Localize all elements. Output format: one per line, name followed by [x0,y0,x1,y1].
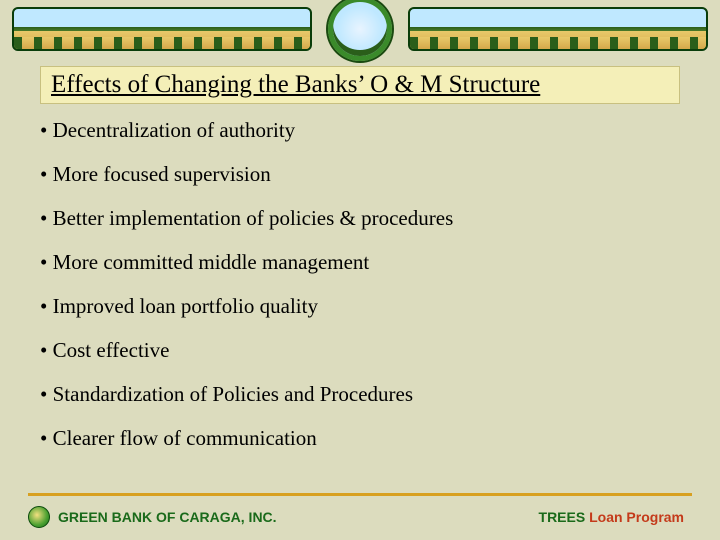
bullet-item: • Better implementation of policies & pr… [40,206,680,231]
banner-panel-right [408,7,708,51]
bullet-text: Decentralization of authority [53,118,296,142]
bullet-text: Better implementation of policies & proc… [53,206,454,230]
bullet-text: More focused supervision [53,162,271,186]
bullet-text: Clearer flow of communication [53,426,317,450]
footer-org-name: GREEN BANK OF CARAGA, INC. [58,509,277,525]
footer-program-trees: TREES [539,509,586,525]
footer: GREEN BANK OF CARAGA, INC. TREES Loan Pr… [0,506,720,528]
header-banner [0,0,720,58]
bullet-item: • More committed middle management [40,250,680,275]
bullet-item: • Decentralization of authority [40,118,680,143]
bullet-item: • Improved loan portfolio quality [40,294,680,319]
bullet-item: • Clearer flow of communication [40,426,680,451]
bullet-item: • Standardization of Policies and Proced… [40,382,680,407]
bullet-list: • Decentralization of authority • More f… [40,118,680,451]
footer-right: TREES Loan Program [539,509,684,525]
footer-divider [28,493,692,496]
bullet-text: Cost effective [53,338,170,362]
slide-title: Effects of Changing the Banks’ O & M Str… [40,66,680,104]
bank-logo-icon [28,506,50,528]
footer-program-rest: Loan Program [585,509,684,525]
bullet-text: Standardization of Policies and Procedur… [53,382,413,406]
bullet-item: • More focused supervision [40,162,680,187]
bullet-item: • Cost effective [40,338,680,363]
bullet-text: More committed middle management [53,250,370,274]
bullet-text: Improved loan portfolio quality [53,294,318,318]
center-emblem [325,0,395,64]
globe-icon [328,0,392,61]
footer-left: GREEN BANK OF CARAGA, INC. [28,506,277,528]
banner-panel-left [12,7,312,51]
